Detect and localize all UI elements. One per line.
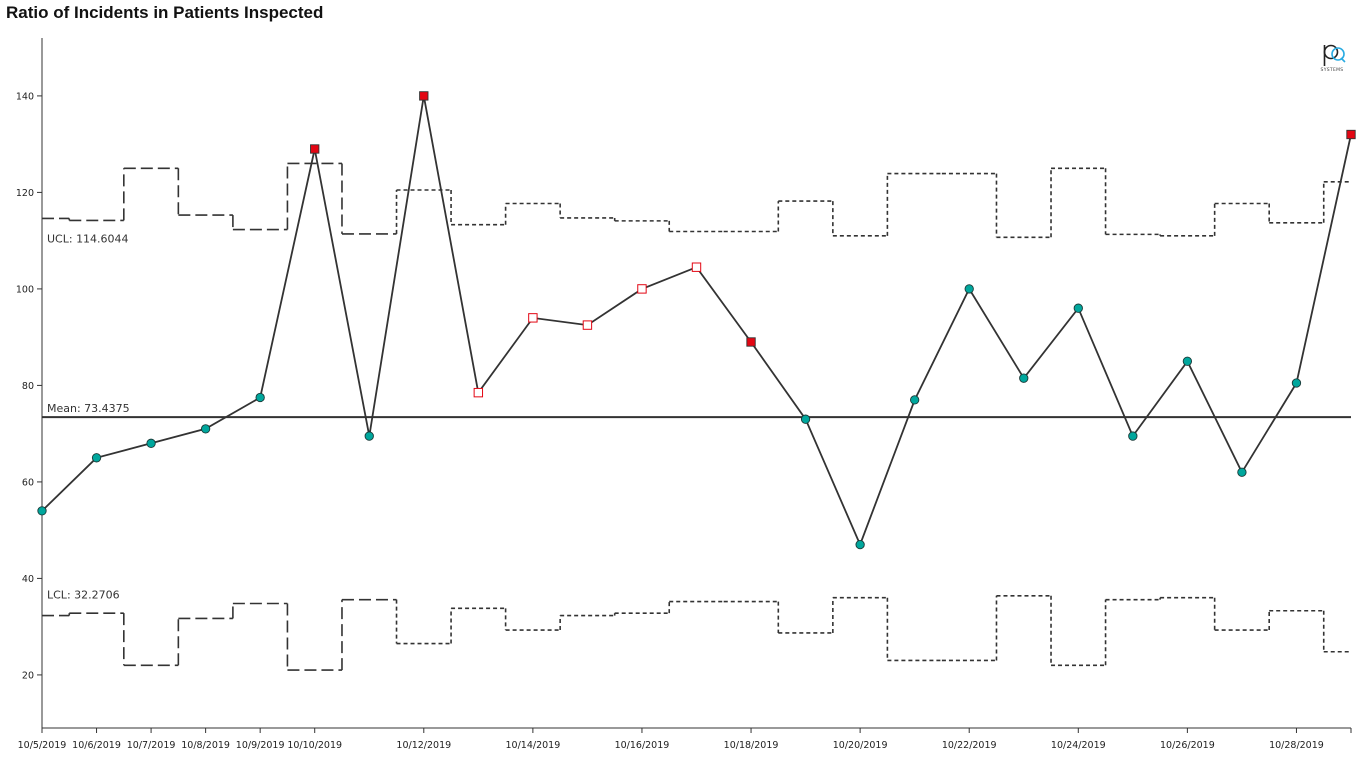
x-tick-label: 10/9/2019	[236, 740, 285, 751]
y-tick-label: 120	[16, 188, 34, 199]
logo-p-bowl	[1323, 44, 1339, 60]
data-point	[910, 395, 920, 405]
rule-violation-point	[691, 262, 702, 272]
y-tick-label: 60	[22, 477, 34, 488]
data-point	[1182, 356, 1193, 366]
y-tick-label: 100	[16, 284, 34, 295]
lcl-label: LCL: 32.2706	[47, 589, 120, 602]
y-tick-label: 140	[16, 91, 34, 102]
data-point	[91, 453, 102, 463]
x-tick-label: 10/16/2019	[615, 740, 670, 751]
logo-q-ring	[1331, 47, 1345, 61]
x-tick-label: 10/28/2019	[1269, 740, 1324, 751]
out-of-control-point	[310, 144, 320, 154]
out-of-control-point	[419, 91, 429, 101]
data-series	[41, 95, 1352, 547]
ucl-label: UCL: 114.6044	[47, 232, 129, 245]
x-tick-label: 10/22/2019	[942, 740, 997, 751]
x-tick-label: 10/5/2019	[18, 740, 67, 751]
limit-labels: UCL: 114.6044 Mean: 73.4375 LCL: 32.2706	[47, 232, 130, 601]
data-point	[1128, 431, 1138, 441]
data-point	[855, 539, 865, 550]
x-tick-label: 10/26/2019	[1160, 740, 1215, 751]
series-line	[41, 95, 1352, 547]
mean-label: Mean: 73.4375	[47, 402, 130, 415]
x-tick-label: 10/7/2019	[127, 740, 176, 751]
data-point	[200, 424, 211, 434]
data-point	[1291, 378, 1302, 388]
data-point	[1019, 373, 1029, 383]
control-limits	[42, 162, 1351, 671]
x-tick-label: 10/18/2019	[724, 740, 779, 751]
data-points	[37, 91, 1356, 550]
x-tick-label: 10/10/2019	[287, 740, 342, 751]
rule-violation-point	[473, 387, 484, 398]
x-tick-label: 10/8/2019	[181, 740, 230, 751]
x-tick-label: 10/24/2019	[1051, 740, 1106, 751]
data-point	[255, 392, 265, 403]
data-point	[1237, 467, 1247, 477]
y-tick-label: 20	[22, 670, 34, 681]
out-of-control-point	[746, 337, 756, 347]
data-point	[37, 506, 47, 516]
data-point	[364, 431, 374, 441]
out-of-control-point	[1346, 129, 1356, 140]
axes: 20 40 60 80 100 120 140 10/5/2019 10/6/2019 10/7/…	[16, 38, 1352, 751]
logo-text: SYSTEMS	[1321, 67, 1344, 73]
y-tick-label: 80	[22, 381, 34, 392]
chart-title: Ratio of Incidents in Patients Inspected	[6, 3, 324, 22]
logo-q-tail	[1340, 57, 1346, 63]
data-point	[146, 438, 156, 448]
data-point	[964, 284, 974, 294]
rule-violation-point	[528, 313, 538, 323]
y-tick-label: 40	[22, 574, 34, 585]
x-tick-label: 10/6/2019	[72, 740, 121, 751]
pq-systems-logo: SYSTEMS	[1321, 44, 1346, 73]
x-tick-label: 10/20/2019	[833, 740, 888, 751]
data-point	[1073, 303, 1083, 313]
data-point	[800, 414, 811, 424]
rule-violation-point	[582, 320, 593, 330]
x-tick-label: 10/14/2019	[505, 740, 560, 751]
x-tick-label: 10/12/2019	[396, 740, 451, 751]
rule-violation-point	[637, 284, 647, 294]
